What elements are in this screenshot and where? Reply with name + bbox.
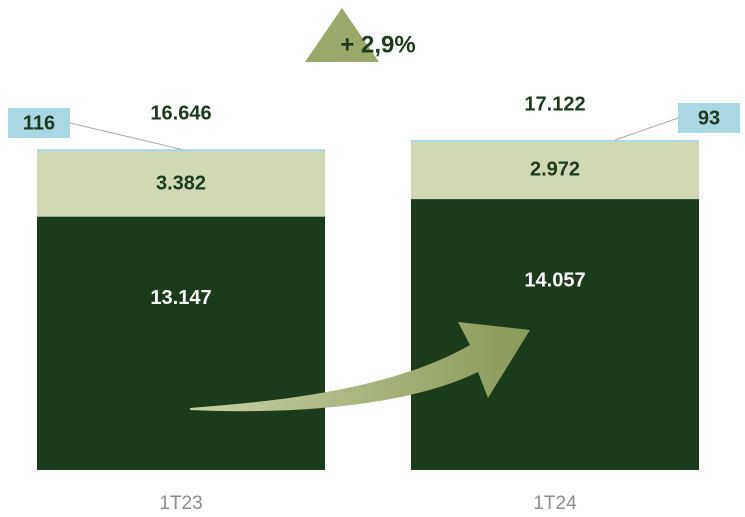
label-box	[8, 108, 70, 138]
trend-arrow	[190, 322, 530, 412]
x-tick-label: 1T23	[159, 493, 202, 514]
bar-segment	[411, 140, 699, 142]
value-label: 13.147	[150, 287, 211, 309]
value-label: 3.382	[156, 172, 206, 194]
bars: 13.147 3.382 116 16.646 1T23 14.057 2.972 93 17.…	[8, 93, 740, 514]
bar-segment	[37, 149, 325, 152]
x-tick-label: 1T24	[533, 493, 577, 514]
growth-annotation: + 2,9%	[340, 31, 415, 58]
value-label: 93	[698, 107, 720, 129]
value-label: 116	[23, 112, 55, 134]
label-box	[678, 103, 740, 133]
bar-segment	[37, 216, 325, 470]
value-label: 14.057	[524, 269, 585, 291]
bar-segment	[411, 141, 699, 200]
total-label: 17.122	[524, 93, 585, 115]
bar-segment	[37, 151, 325, 217]
total-label: 16.646	[150, 102, 211, 124]
leader-line	[614, 117, 679, 141]
leader-line	[69, 122, 182, 150]
value-label: 2.972	[530, 159, 580, 181]
bar-segment	[411, 199, 699, 470]
triangle-icon	[305, 8, 379, 62]
